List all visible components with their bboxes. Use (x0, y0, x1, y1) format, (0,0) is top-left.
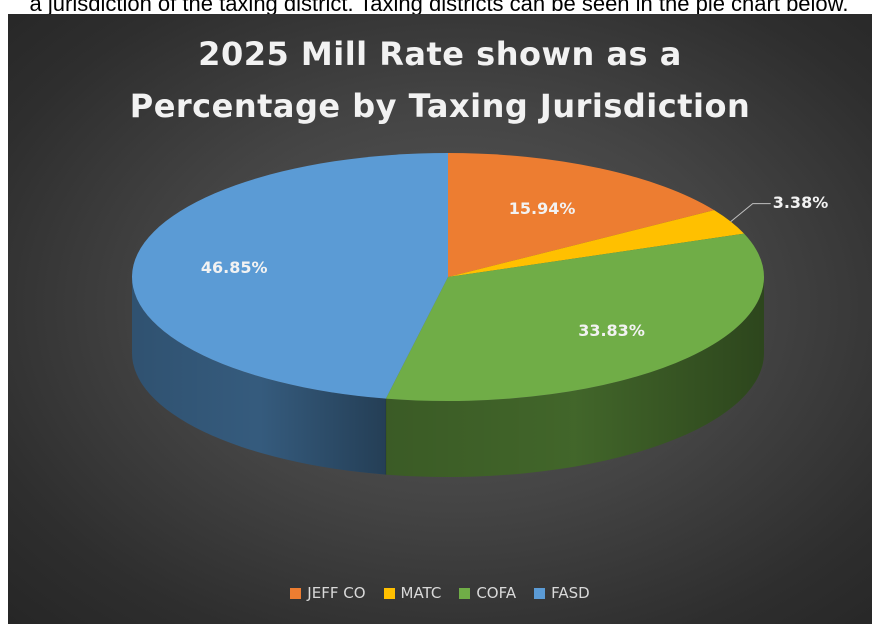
pie-top-faces (132, 153, 764, 401)
legend-item-matc: MATC (383, 584, 442, 602)
legend-label: FASD (551, 584, 590, 602)
legend-item-jeff-co: JEFF CO (290, 584, 366, 602)
data-label-cofa: 33.83% (578, 321, 645, 340)
legend-item-cofa: COFA (459, 584, 516, 602)
chart-title-line-2: Percentage by Taxing Jurisdiction (129, 87, 751, 125)
chart-title: 2025 Mill Rate shown as a Percentage by … (8, 28, 872, 132)
leader-line-matc (730, 203, 771, 222)
cropped-text-line: a jurisdiction of the taxing district. T… (29, 0, 849, 14)
legend: JEFF CO MATC COFA FASD (8, 584, 872, 602)
legend-swatch (534, 587, 546, 599)
legend-swatch (383, 587, 395, 599)
legend-swatch (459, 587, 471, 599)
chart-title-line-1: 2025 Mill Rate shown as a (198, 35, 682, 73)
legend-label: JEFF CO (307, 584, 366, 602)
data-label-fasd: 46.85% (201, 258, 268, 277)
pie-chart: 15.94% 3.38% 33.83% 46.85% (132, 153, 828, 477)
legend-label: MATC (400, 584, 442, 602)
legend-swatch (290, 587, 302, 599)
legend-label: COFA (476, 584, 517, 602)
pie-side-walls (132, 277, 764, 477)
pie-side-shading (385, 277, 764, 477)
pie-slice-cofa (385, 233, 764, 401)
legend-item-fasd: FASD (534, 584, 590, 602)
pie-side-shading (132, 277, 386, 475)
pie-slice-jeff-co (448, 153, 715, 277)
data-label-matc: 3.38% (773, 193, 829, 212)
data-label-jeff-co: 15.94% (509, 199, 576, 218)
pie-slice-matc (448, 210, 745, 277)
pie-slice-fasd (132, 153, 448, 399)
pie-data-labels: 15.94% 3.38% 33.83% 46.85% (201, 193, 828, 340)
cropped-document-text: a jurisdiction of the taxing district. T… (0, 0, 878, 14)
chart-area: 2025 Mill Rate shown as a Percentage by … (8, 14, 872, 624)
